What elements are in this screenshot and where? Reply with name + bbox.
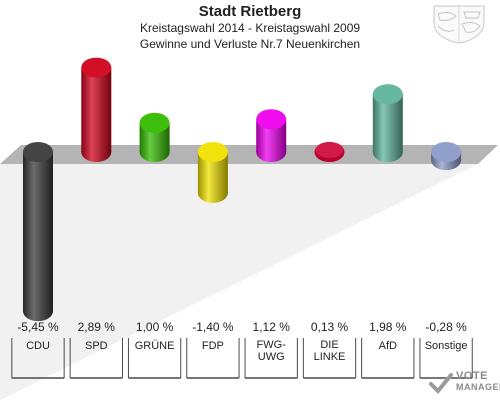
bar-spd xyxy=(81,57,112,162)
bar-cdu xyxy=(23,142,53,322)
logo-text-vote: VOTE xyxy=(456,370,488,382)
chart-subtitle: Kreistagswahl 2014 - Kreistagswahl 2009 xyxy=(139,21,361,35)
value-label: 0,13 % xyxy=(311,320,349,334)
category-label: SPD xyxy=(85,340,108,352)
checkmark-icon xyxy=(429,373,453,394)
value-label: 2,89 % xyxy=(78,320,116,334)
category-label: DIE LINKE xyxy=(314,339,346,363)
value-label: -1,40 % xyxy=(192,320,234,334)
value-label: -5,45 % xyxy=(17,320,59,334)
vote-manager-logo: VOTE MANAGER xyxy=(428,368,500,398)
bar-grüne xyxy=(139,112,170,162)
bar-fwg-uwg xyxy=(256,109,287,162)
category-label: AfD xyxy=(379,340,397,352)
category-label: Sonstige xyxy=(425,340,468,352)
chart-title: Stadt Rietberg xyxy=(198,3,302,20)
category-label: FDP xyxy=(202,340,224,352)
value-label: -0,28 % xyxy=(425,320,467,334)
logo-text-manager: MANAGER xyxy=(456,382,500,392)
bar-fdp xyxy=(197,142,228,203)
bar-afd xyxy=(372,84,403,162)
coat-of-arms-icon xyxy=(433,5,485,44)
bar-dielinke xyxy=(314,142,345,162)
value-label: 1,00 % xyxy=(136,320,174,334)
category-label: GRÜNE xyxy=(135,340,175,352)
baseline-plane xyxy=(0,145,498,164)
category-label: CDU xyxy=(26,340,50,352)
bar-sonstige xyxy=(431,142,462,171)
value-label: 1,98 % xyxy=(369,320,407,334)
chart-caption: Gewinne und Verluste Nr.7 Neuenkirchen xyxy=(139,37,361,51)
category-label: FWG-UWG xyxy=(257,339,287,363)
baseline-shadow xyxy=(0,164,478,400)
value-label: 1,12 % xyxy=(253,320,291,334)
